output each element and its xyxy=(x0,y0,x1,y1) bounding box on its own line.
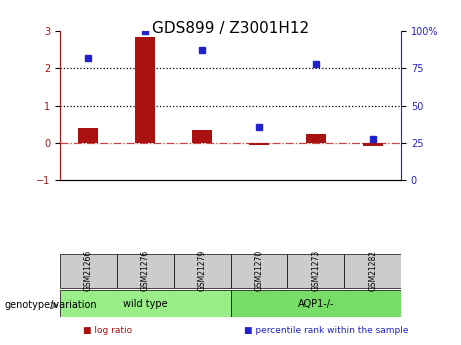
FancyBboxPatch shape xyxy=(230,254,287,288)
FancyBboxPatch shape xyxy=(60,254,117,288)
Text: genotype/variation: genotype/variation xyxy=(5,300,97,310)
Text: AQP1-/-: AQP1-/- xyxy=(297,299,334,308)
Bar xyxy=(192,130,212,143)
Text: GSM21279: GSM21279 xyxy=(198,250,207,292)
Text: GSM21276: GSM21276 xyxy=(141,250,150,292)
Text: wild type: wild type xyxy=(123,299,167,308)
Text: ■ percentile rank within the sample: ■ percentile rank within the sample xyxy=(244,326,409,335)
Text: GSM21273: GSM21273 xyxy=(311,250,320,292)
Text: GSM21282: GSM21282 xyxy=(368,250,377,291)
FancyBboxPatch shape xyxy=(230,290,401,317)
FancyBboxPatch shape xyxy=(60,290,230,317)
Text: GSM21266: GSM21266 xyxy=(84,250,93,292)
Text: GSM21270: GSM21270 xyxy=(254,250,263,292)
Bar xyxy=(78,128,98,143)
Bar xyxy=(363,143,383,146)
FancyBboxPatch shape xyxy=(344,254,401,288)
Bar xyxy=(249,143,269,145)
FancyBboxPatch shape xyxy=(287,254,344,288)
FancyBboxPatch shape xyxy=(174,254,230,288)
Bar xyxy=(135,37,155,143)
FancyBboxPatch shape xyxy=(117,254,174,288)
Bar xyxy=(306,134,326,143)
Text: GDS899 / Z3001H12: GDS899 / Z3001H12 xyxy=(152,21,309,36)
Text: ■ log ratio: ■ log ratio xyxy=(83,326,132,335)
